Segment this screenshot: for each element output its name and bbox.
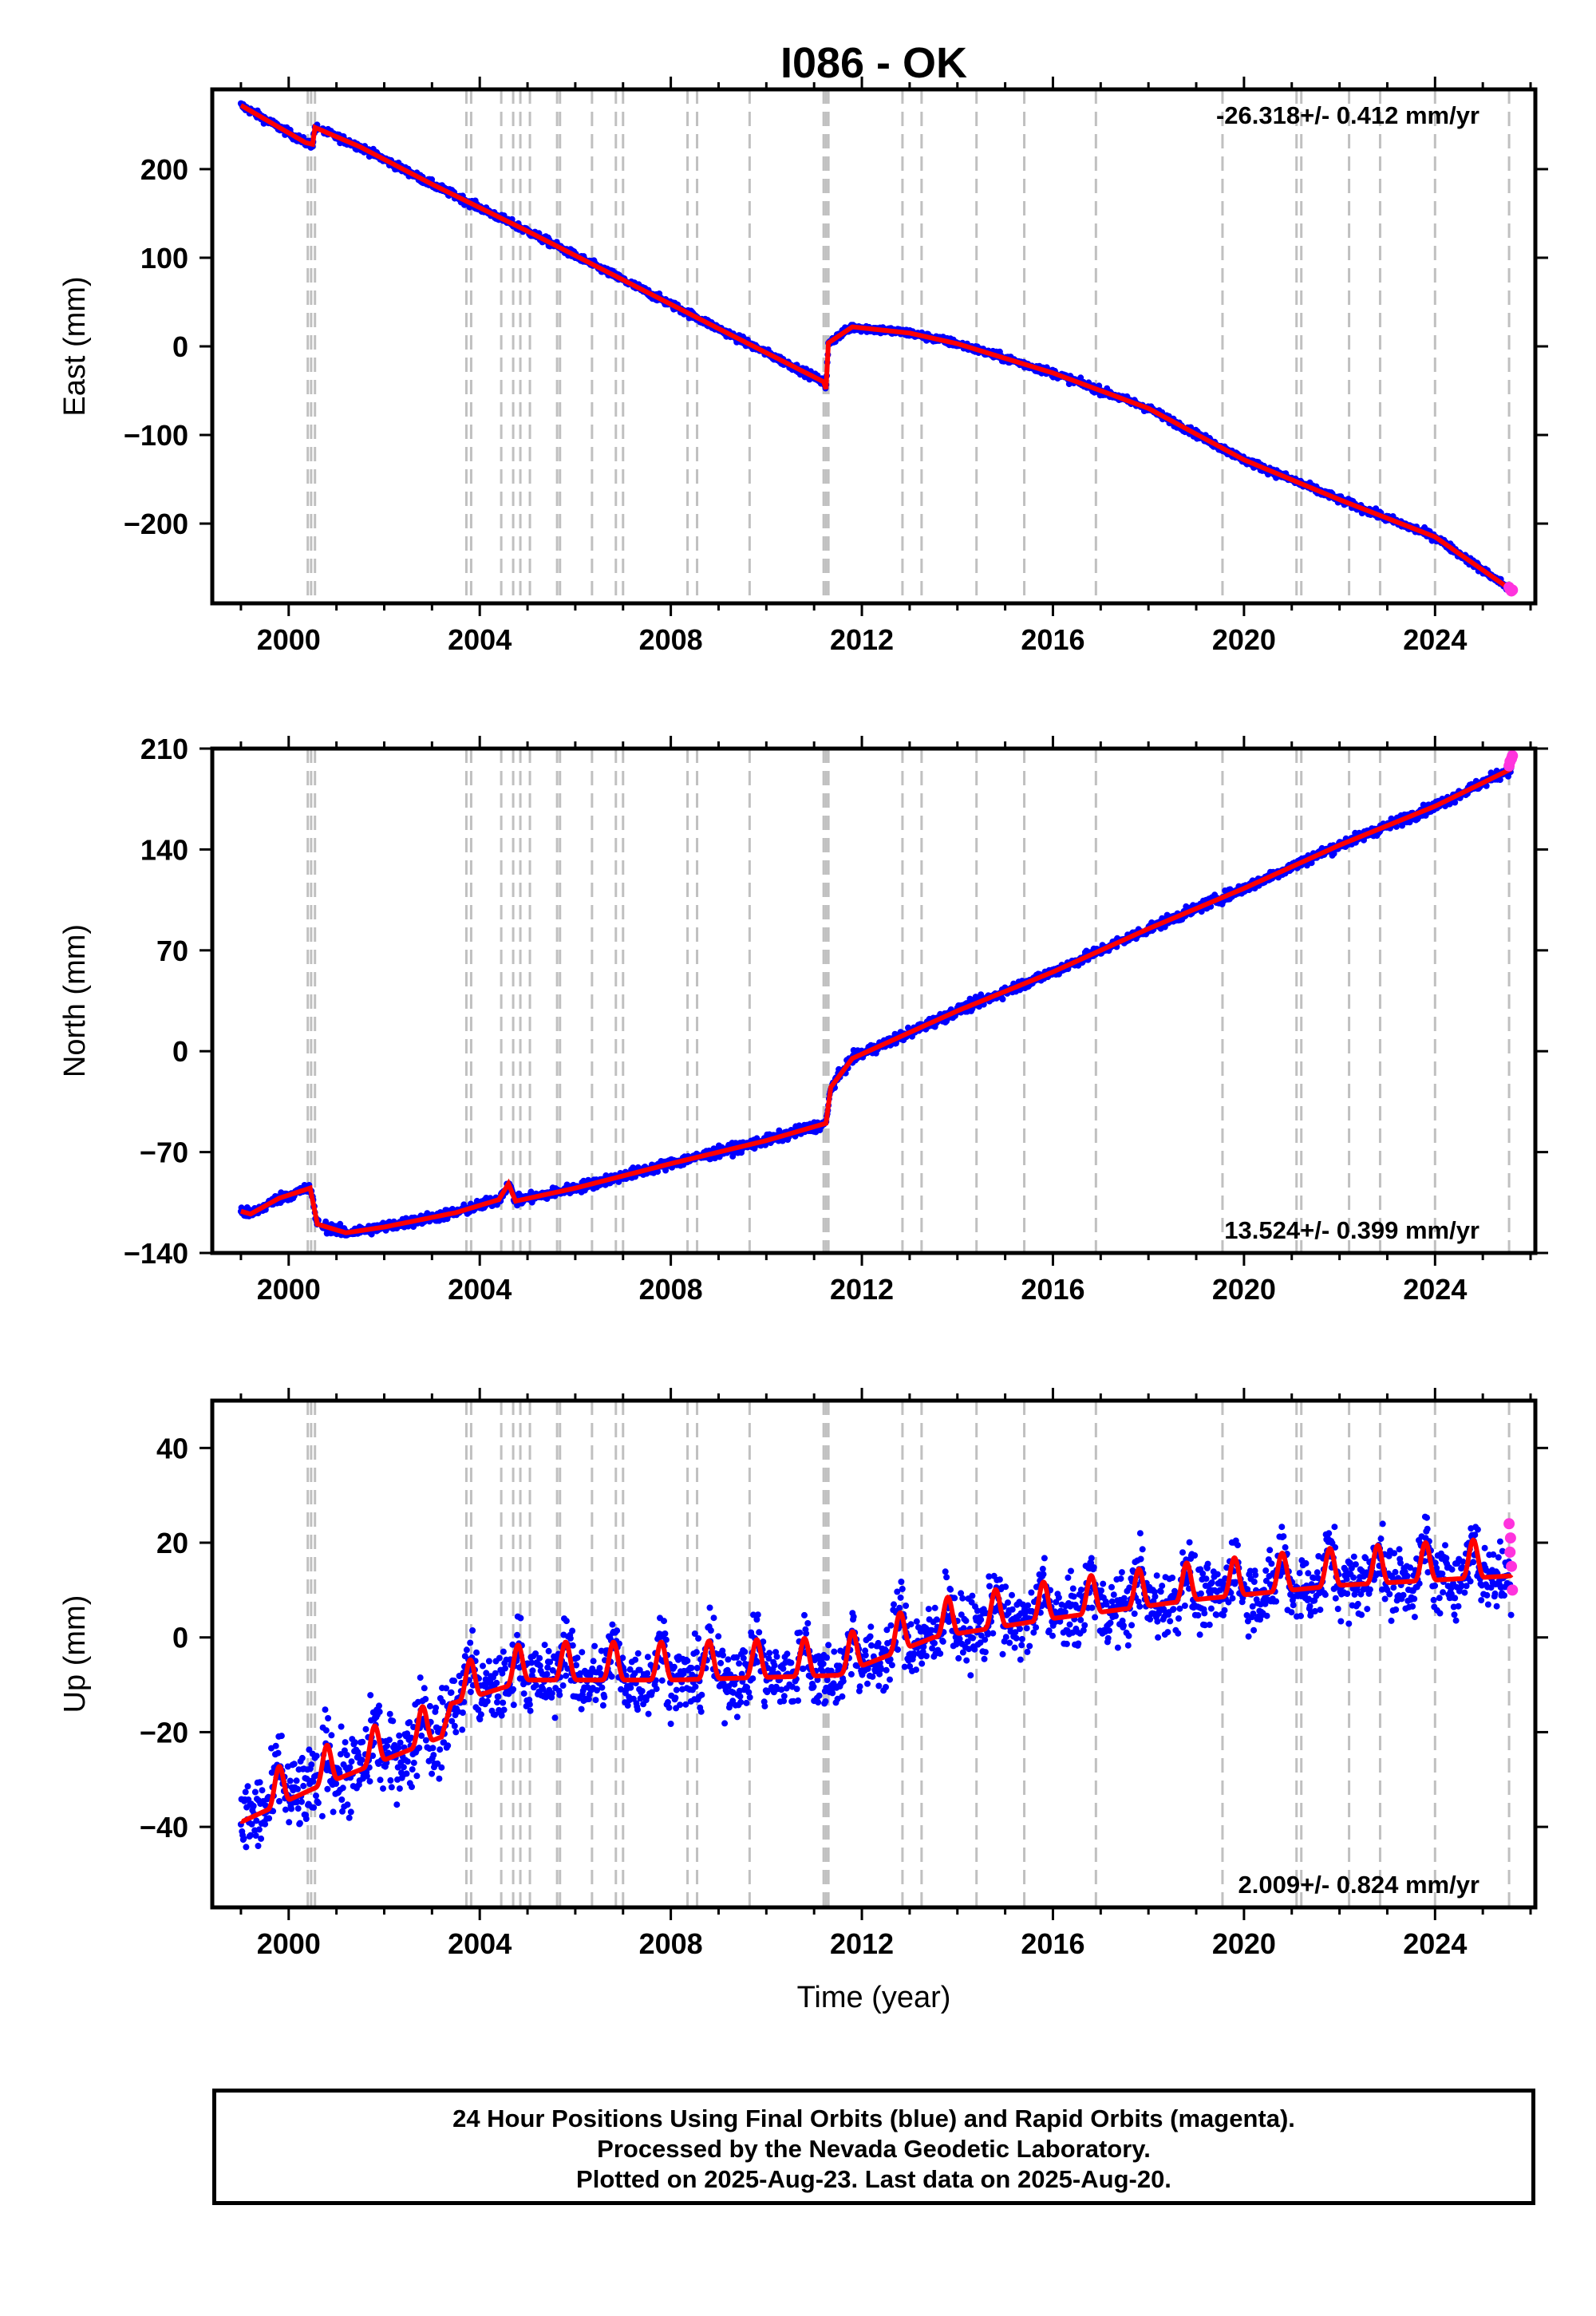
x-tick-label: 2020 <box>1212 1273 1276 1306</box>
y-tick-label: −100 <box>124 419 188 452</box>
y-tick-label: 70 <box>156 935 188 967</box>
final-orbit-point-cloud <box>237 100 1515 595</box>
y-tick-label: 0 <box>172 330 188 363</box>
final-orbit-points <box>237 1513 1515 1851</box>
y-tick-label: 200 <box>140 153 188 186</box>
model-fit-line <box>239 103 1513 592</box>
rapid-orbit-point <box>1507 1584 1519 1596</box>
x-tick-label: 2008 <box>639 1273 703 1306</box>
x-tick-label: 2000 <box>257 623 321 656</box>
y-tick-label: −70 <box>140 1136 188 1169</box>
rapid-orbit-point <box>1507 584 1519 596</box>
plot-frame <box>210 746 1538 1255</box>
x-tick-label: 2000 <box>257 1927 321 1960</box>
model-fit-line <box>239 766 1513 1235</box>
x-tick-label: 2016 <box>1021 1273 1084 1306</box>
plot-frame <box>210 87 1538 606</box>
footer-caption-box: 24 Hour Positions Using Final Orbits (bl… <box>212 2089 1535 2205</box>
x-axis-label: Time (year) <box>797 1981 951 2014</box>
final-orbit-points <box>237 761 1515 1239</box>
x-tick-label: 2012 <box>830 623 894 656</box>
final-orbit-point-cloud <box>237 1513 1515 1851</box>
figure-title: I086 - OK <box>780 39 967 87</box>
x-tick-label: 2012 <box>830 1273 894 1306</box>
x-tick-label: 2004 <box>448 623 512 656</box>
x-tick-label: 2020 <box>1212 1927 1276 1960</box>
y-tick-label: 0 <box>172 1622 188 1654</box>
x-tick-label: 2024 <box>1403 1927 1467 1960</box>
y-axis-label: North (mm) <box>58 924 92 1077</box>
x-tick-label: 2016 <box>1021 623 1084 656</box>
x-tick-label: 2016 <box>1021 1927 1084 1960</box>
rapid-orbit-point <box>1507 750 1519 762</box>
y-tick-label: 40 <box>156 1432 188 1464</box>
x-tick-label: 2024 <box>1403 1273 1467 1306</box>
y-tick-label: −140 <box>124 1237 188 1270</box>
up-panel: 2000 2004 2008 2012 2016 2020 2024 40 20 0 −20 −40 U… <box>58 1388 1548 1960</box>
footer-line-1: 24 Hour Positions Using Final Orbits (bl… <box>452 2105 1295 2132</box>
x-tick-label: 2008 <box>639 1927 703 1960</box>
y-tick-label: 0 <box>172 1035 188 1068</box>
footer-line-2: Processed by the Nevada Geodetic Laborat… <box>597 2135 1151 2163</box>
north-panel: 2000 2004 2008 2012 2016 2020 2024 210 140 70 0 −70… <box>58 733 1548 1306</box>
plot-frame <box>210 1398 1538 1910</box>
y-axis-label: East (mm) <box>58 276 92 416</box>
model-fit-line <box>239 1537 1514 1824</box>
rate-label: 2.009+/- 0.824 mm/yr <box>1238 1871 1479 1899</box>
footer-line-3: Plotted on 2025-Aug-23. Last data on 202… <box>576 2165 1171 2193</box>
y-tick-label: −20 <box>140 1716 188 1749</box>
x-tick-label: 2000 <box>257 1273 321 1306</box>
final-orbit-point-cloud <box>237 761 1515 1239</box>
y-tick-label: −200 <box>124 508 188 540</box>
rapid-orbit-point <box>1504 1532 1516 1544</box>
x-tick-label: 2004 <box>448 1927 512 1960</box>
x-tick-label: 2020 <box>1212 623 1276 656</box>
y-axis-label: Up (mm) <box>58 1595 92 1713</box>
event-lines <box>306 749 1511 1253</box>
final-orbit-points <box>237 100 1515 595</box>
event-lines <box>306 89 1511 603</box>
x-tick-label: 2004 <box>448 1273 512 1306</box>
x-tick-label: 2008 <box>639 623 703 656</box>
x-tick-label: 2012 <box>830 1927 894 1960</box>
y-tick-label: 140 <box>140 833 188 866</box>
rapid-orbit-point <box>1504 1546 1516 1558</box>
east-panel: 2000 2004 2008 2012 2016 2020 2024 200 100 0 −100 −… <box>58 77 1548 656</box>
y-tick-label: 100 <box>140 242 188 275</box>
rate-label: -26.318+/- 0.412 mm/yr <box>1216 101 1479 129</box>
rapid-orbit-point <box>1503 1518 1515 1530</box>
y-tick-label: −40 <box>140 1811 188 1844</box>
rate-label: 13.524+/- 0.399 mm/yr <box>1224 1216 1479 1244</box>
y-tick-label: 210 <box>140 733 188 765</box>
x-tick-label: 2024 <box>1403 623 1467 656</box>
rapid-orbit-point <box>1506 1560 1518 1572</box>
y-tick-label: 20 <box>156 1527 188 1559</box>
